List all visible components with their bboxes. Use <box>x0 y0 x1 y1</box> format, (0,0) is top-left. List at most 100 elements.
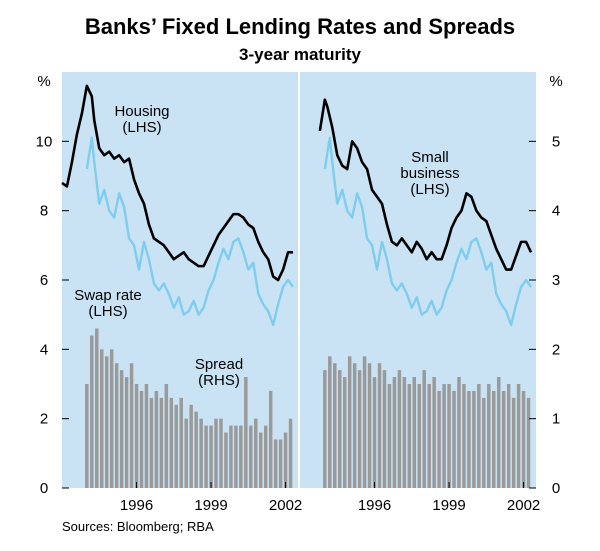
spread-bar <box>347 356 352 488</box>
spread-bar <box>492 390 496 488</box>
spread-bar <box>462 384 466 488</box>
spread-bar <box>511 397 516 488</box>
spread-bar <box>392 377 397 488</box>
right-axis-unit: % <box>549 73 562 90</box>
left-tick-label: 0 <box>40 480 48 497</box>
spread-bar <box>288 418 293 488</box>
spread-bar <box>357 370 362 488</box>
spread-bar <box>417 384 421 488</box>
spread-bar <box>437 390 441 488</box>
x-tick-label: 2002 <box>269 497 302 514</box>
right-tick-label: 3 <box>552 272 560 289</box>
spread-bar <box>204 425 208 488</box>
spread-bar <box>244 377 248 488</box>
left-tick-label: 10 <box>36 133 53 150</box>
x-tick-label: 1999 <box>432 497 465 514</box>
spread-bar <box>184 418 188 488</box>
spread-bar <box>249 425 253 488</box>
right-tick-label: 5 <box>552 133 560 150</box>
spread-bar <box>254 418 258 488</box>
spread-bar <box>214 418 218 488</box>
spread-bar <box>467 390 471 488</box>
x-tick-label: 1996 <box>358 497 391 514</box>
spread-bar <box>487 384 491 488</box>
spread-bar <box>239 425 243 488</box>
chart-title: Banks’ Fixed Lending Rates and Spreads <box>85 14 515 39</box>
spread-label: Spread <box>195 356 243 373</box>
spread-bar <box>412 377 417 488</box>
spread-bar <box>124 377 129 488</box>
spread-bars <box>85 328 531 488</box>
spread-bar <box>402 377 407 488</box>
spread-bar <box>472 390 476 488</box>
spread-bar <box>159 397 164 488</box>
housing-label: Housing <box>114 103 169 120</box>
spread-bar <box>333 363 337 488</box>
spread-bar <box>526 397 531 488</box>
spread-bar <box>278 439 283 488</box>
small-business-label-2: business <box>400 165 459 182</box>
small-business-label: Small <box>411 149 449 166</box>
spread-bar <box>377 363 382 488</box>
spread-bar <box>144 384 149 488</box>
spread-label-axis: (RHS) <box>198 372 240 389</box>
spread-bar <box>427 384 431 488</box>
left-tick-label: 6 <box>40 272 48 289</box>
spread-bar <box>447 384 451 488</box>
housing-label-axis: (LHS) <box>122 119 161 136</box>
spread-bar <box>119 370 124 488</box>
spread-bar <box>372 377 377 488</box>
spread-bar <box>134 384 139 488</box>
spread-bar <box>224 432 228 488</box>
right-tick-label: 2 <box>552 341 560 358</box>
swap-rate-label: Swap rate <box>74 287 142 304</box>
spread-bar <box>164 384 169 488</box>
source-note: Sources: Bloomberg; RBA <box>62 519 214 534</box>
spread-bar <box>422 370 426 488</box>
spread-bar <box>114 363 119 488</box>
spread-bar <box>432 377 436 488</box>
spread-bar <box>407 384 412 488</box>
right-axis: 0 1 2 3 4 5 <box>529 133 560 497</box>
spread-bar <box>259 432 263 488</box>
spread-bar <box>283 432 288 488</box>
spread-bar <box>442 384 446 488</box>
right-tick-label: 0 <box>552 480 560 497</box>
spread-bar <box>219 418 223 488</box>
spread-bar <box>234 425 238 488</box>
spread-bar <box>328 356 332 488</box>
spread-bar <box>109 349 114 488</box>
spread-bar <box>387 384 392 488</box>
spread-bar <box>323 370 327 488</box>
spread-bar <box>90 335 94 488</box>
spread-bar <box>174 404 179 488</box>
spread-bar <box>129 363 134 488</box>
spread-bar <box>273 439 278 488</box>
spread-bar <box>452 390 456 488</box>
spread-bar <box>501 390 506 488</box>
spread-bar <box>497 377 501 488</box>
swap-rate-line <box>85 136 295 327</box>
spread-bar <box>95 328 99 488</box>
spread-bar <box>352 363 357 488</box>
swap-rate-label-axis: (LHS) <box>88 303 127 320</box>
right-tick-label: 1 <box>552 411 560 428</box>
spread-bar <box>179 397 183 488</box>
left-axis: 0 2 4 6 8 10 <box>36 133 69 497</box>
spread-bar <box>229 425 233 488</box>
x-axis: 1996 1999 2002 1996 1999 2002 <box>120 482 540 514</box>
spread-bar <box>268 390 273 488</box>
left-tick-label: 2 <box>40 411 48 428</box>
chart-subtitle: 3-year maturity <box>239 45 361 64</box>
left-tick-label: 4 <box>40 341 48 358</box>
spread-bar <box>521 390 526 488</box>
spread-bar <box>199 418 203 488</box>
spread-bar <box>149 397 154 488</box>
rate-lines <box>61 84 533 327</box>
spread-bar <box>367 363 372 488</box>
spread-bar <box>382 370 387 488</box>
spread-bar <box>189 404 193 488</box>
spread-bar <box>85 384 89 488</box>
spread-bar <box>263 425 268 488</box>
